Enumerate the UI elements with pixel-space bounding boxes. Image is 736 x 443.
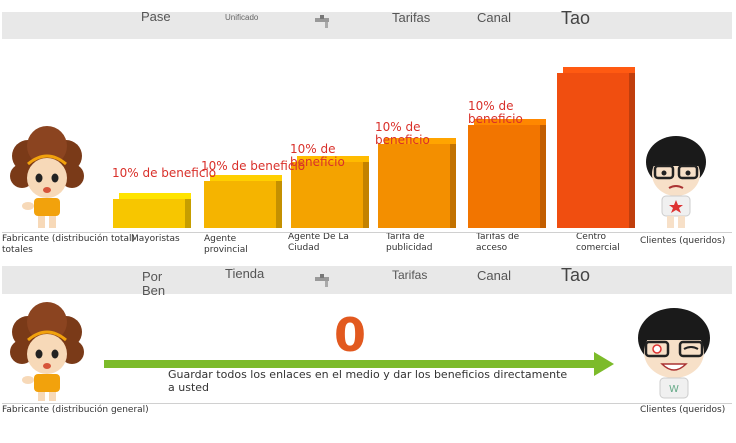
bar-label-4: Tarifas de acceso (476, 232, 520, 253)
clients-character-icon-bottom: W (638, 308, 710, 399)
bar-5 (557, 67, 635, 228)
direct-arrow-icon (104, 352, 614, 376)
benefit-annotation-0: 10% de beneficio (112, 166, 217, 180)
arrow-text-line-2: a usted (168, 381, 210, 394)
bar-label-2: Agente De La Ciudad (288, 232, 349, 253)
bottom-header-canal: Canal (477, 268, 511, 283)
bar-label-1: Agente provincial (204, 234, 248, 255)
bar-4 (468, 119, 546, 228)
bar-label-0: Mayoristas (131, 234, 180, 244)
bar-3 (378, 138, 456, 228)
faucet-icon-bottom (315, 274, 329, 287)
bar-2 (291, 156, 369, 228)
zero-value: 0 (334, 308, 367, 362)
svg-text:W: W (669, 384, 679, 395)
top-header-bar (2, 12, 732, 39)
manufacturer-label-bottom: Fabricante (distribución general) (2, 405, 149, 415)
bar-label-3: Tarifa de publicidad (386, 232, 433, 253)
manufacturer-label: Fabricante (distribución total) (2, 234, 136, 244)
bar-0 (113, 193, 191, 228)
benefit-annotation-1: 10% de beneficio (201, 159, 306, 173)
bottom-header-ben: Ben (142, 283, 166, 298)
bottom-header-tao: Tao (561, 265, 591, 285)
bottom-header-por: Por (142, 269, 163, 284)
manufacturer-character-icon (10, 126, 84, 228)
benefit-annotation-3: 10% de beneficio (375, 120, 430, 147)
top-header-unificado: Unificado (225, 13, 259, 22)
manufacturer-label-2: totales (2, 245, 33, 255)
clients-label: Clientes (queridos) (640, 236, 726, 246)
manufacturer-character-icon-bottom (10, 302, 84, 401)
bottom-row-baseline (2, 403, 732, 404)
top-header-tarifas: Tarifas (392, 10, 431, 25)
faucet-icon (315, 15, 329, 28)
bar-1 (204, 175, 282, 228)
clients-label-bottom: Clientes (queridos) (640, 405, 726, 415)
top-row-baseline (2, 232, 732, 233)
bottom-header-tienda: Tienda (225, 266, 265, 281)
top-header-pase: Pase (141, 9, 171, 24)
benefit-annotation-2: 10% de beneficio (290, 142, 345, 169)
bar-label-5: Centro comercial (576, 232, 620, 253)
bottom-header-bar (2, 266, 732, 294)
bottom-header-tarifas: Tarifas (392, 268, 428, 282)
arrow-text-line-1: Guardar todos los enlaces en el medio y … (168, 368, 568, 381)
top-header-canal: Canal (477, 10, 511, 25)
benefit-annotation-4: 10% de beneficio (468, 99, 523, 126)
top-header-tao: Tao (561, 8, 591, 28)
clients-character-icon (646, 136, 706, 228)
